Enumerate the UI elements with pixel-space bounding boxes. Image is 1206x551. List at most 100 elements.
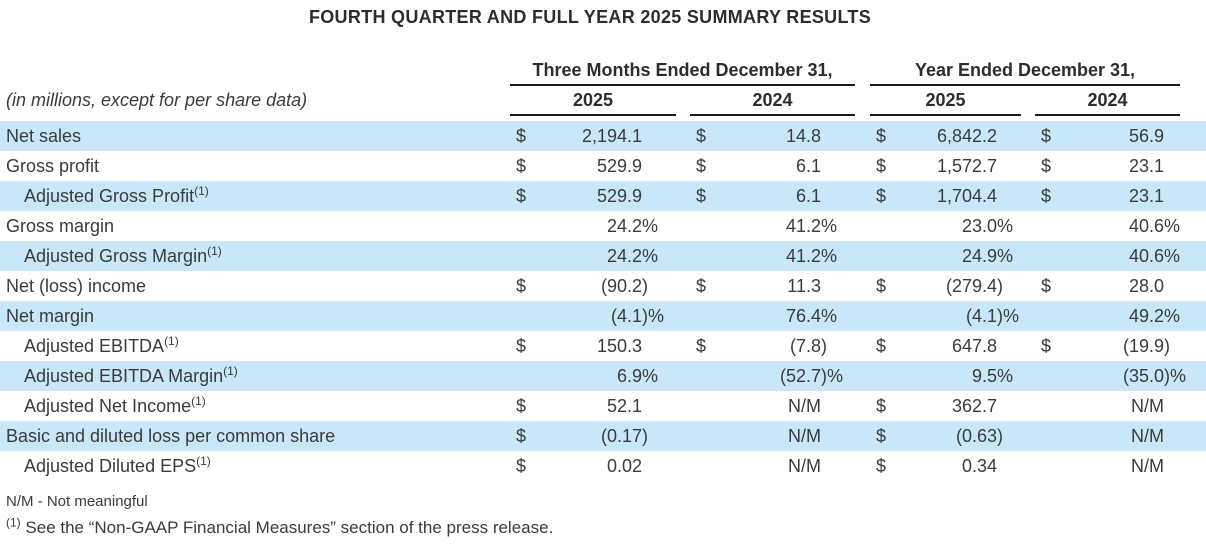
dollar-sign: [1035, 421, 1059, 451]
year-header-fy-2024: 2024: [1035, 86, 1180, 116]
value-cell: $23.1: [1035, 181, 1180, 211]
value-number: N/M: [1131, 426, 1164, 446]
value-number: 41.2: [785, 246, 821, 266]
value-suffix: %: [821, 246, 838, 266]
value-suffix: )%: [997, 306, 1019, 326]
value-cell: $529.9: [510, 181, 676, 211]
value-suffix: [997, 151, 1017, 181]
value-number: 529.9: [596, 156, 642, 176]
value-suffix: [1164, 271, 1178, 301]
value-number: (35.0: [1122, 366, 1164, 386]
row-label: Net sales: [6, 126, 82, 146]
dollar-sign: [690, 301, 714, 331]
value-cell: $ (19.9): [1035, 331, 1180, 361]
value-cell: 40.6%: [1035, 241, 1180, 271]
value-number: (7.8: [789, 336, 821, 356]
dollar-sign: $: [876, 456, 887, 476]
dollar-sign: [690, 421, 714, 451]
row-label: Adjusted Gross Margin(1): [24, 244, 222, 266]
value-number: 76.4: [785, 306, 821, 326]
value-suffix: )%: [642, 306, 664, 326]
footnote-ref: (1): [194, 184, 209, 198]
table-body: Net sales $2,194.1 $14.8 $6,842.2 $56.9 Gross…: [0, 121, 1206, 481]
dollar-sign: $: [516, 156, 527, 176]
value-cell: 40.6%: [1035, 211, 1180, 241]
table-year-header-row: (in millions, except for per share data)…: [0, 86, 1206, 116]
dollar-sign: $: [516, 276, 527, 296]
value-number: 28.0: [1128, 276, 1164, 296]
value-cell: $23.1: [1035, 151, 1180, 181]
row-label: Adjusted EBITDA Margin(1): [24, 364, 238, 386]
table-row: Adjusted Diluted EPS(1) $0.02 N/M $0.34 N/M: [0, 451, 1206, 481]
table-row: Net (loss) income $ (90.2) $11.3 $ (279.4) $28…: [0, 271, 1206, 301]
value-suffix: [821, 421, 851, 451]
value-suffix: [1164, 421, 1178, 451]
value-cell: $ (90.2): [510, 271, 676, 301]
value-cell: 41.2%: [690, 211, 855, 241]
page-title: FOURTH QUARTER AND FULL YEAR 2025 SUMMAR…: [308, 7, 872, 27]
dollar-sign: [870, 301, 894, 331]
value-suffix: )%: [821, 366, 843, 386]
value-suffix: %: [997, 216, 1014, 236]
value-number: (279.4: [945, 276, 997, 296]
value-number: 529.9: [596, 186, 642, 206]
table-row: Gross margin 24.2% 41.2% 23.0% 40.6%: [0, 211, 1206, 241]
value-number: 23.1: [1128, 186, 1164, 206]
row-label: Adjusted Net Income(1): [24, 394, 206, 416]
year-header-q-2025: 2025: [510, 86, 676, 116]
value-number: (4.1: [965, 306, 997, 326]
value-suffix: %: [1164, 216, 1181, 236]
value-cell: $647.8: [870, 331, 1021, 361]
value-number: 150.3: [596, 336, 642, 356]
value-suffix: ): [821, 336, 827, 356]
table-row: Net sales $2,194.1 $14.8 $6,842.2 $56.9: [0, 121, 1206, 151]
value-cell: N/M: [1035, 421, 1180, 451]
value-number: 9.5: [971, 366, 997, 386]
dollar-sign: [690, 361, 714, 391]
row-label: Basic and diluted loss per common share: [6, 426, 336, 446]
value-cell: $52.1: [510, 391, 676, 421]
dollar-sign: $: [1041, 276, 1052, 296]
value-cell: $ (0.17): [510, 421, 676, 451]
value-suffix: [1164, 181, 1178, 211]
value-number: 1,704.4: [936, 186, 997, 206]
dollar-sign: $: [516, 126, 527, 146]
value-cell: $1,572.7: [870, 151, 1021, 181]
value-cell: $362.7: [870, 391, 1021, 421]
value-number: 24.9: [961, 246, 997, 266]
value-suffix: [1164, 391, 1178, 421]
dollar-sign: [870, 241, 894, 271]
value-number: 1,572.7: [936, 156, 997, 176]
footnote-ref: (1): [191, 394, 206, 408]
table-row: Adjusted Gross Profit(1) $529.9 $6.1 $1,704…: [0, 181, 1206, 211]
value-number: N/M: [788, 396, 821, 416]
dollar-sign: $: [516, 426, 527, 446]
value-number: (0.63: [955, 426, 997, 446]
footnote-nm: N/M - Not meaningful: [6, 493, 148, 510]
footnote-ref: (1): [164, 334, 179, 348]
summary-results-page: FOURTH QUARTER AND FULL YEAR 2025 SUMMAR…: [0, 7, 1206, 539]
table-row: Basic and diluted loss per common share $…: [0, 421, 1206, 451]
dollar-sign: $: [1041, 156, 1052, 176]
dollar-sign: $: [876, 186, 887, 206]
value-cell: 6.9%: [510, 361, 676, 391]
value-cell: 9.5%: [870, 361, 1021, 391]
value-suffix: %: [1164, 246, 1181, 266]
footnote-1: (1) See the “Non-GAAP Financial Measures…: [0, 516, 1206, 539]
value-number: 647.8: [951, 336, 997, 356]
value-suffix: [821, 121, 851, 151]
dollar-sign: [1035, 451, 1059, 481]
value-cell: (4.1)%: [510, 301, 676, 331]
value-cell: $ (7.8): [690, 331, 855, 361]
value-cell: (35.0)%: [1035, 361, 1186, 391]
value-suffix: )%: [1164, 366, 1186, 386]
dollar-sign: [1035, 211, 1059, 241]
value-cell: $ (0.63): [870, 421, 1021, 451]
dollar-sign: [1035, 301, 1059, 331]
dollar-sign: $: [516, 456, 527, 476]
value-number: 41.2: [785, 216, 821, 236]
value-number: (0.17: [600, 426, 642, 446]
footnote-ref: (1): [223, 364, 238, 378]
value-suffix: %: [1164, 306, 1181, 326]
value-cell: $2,194.1: [510, 121, 676, 151]
